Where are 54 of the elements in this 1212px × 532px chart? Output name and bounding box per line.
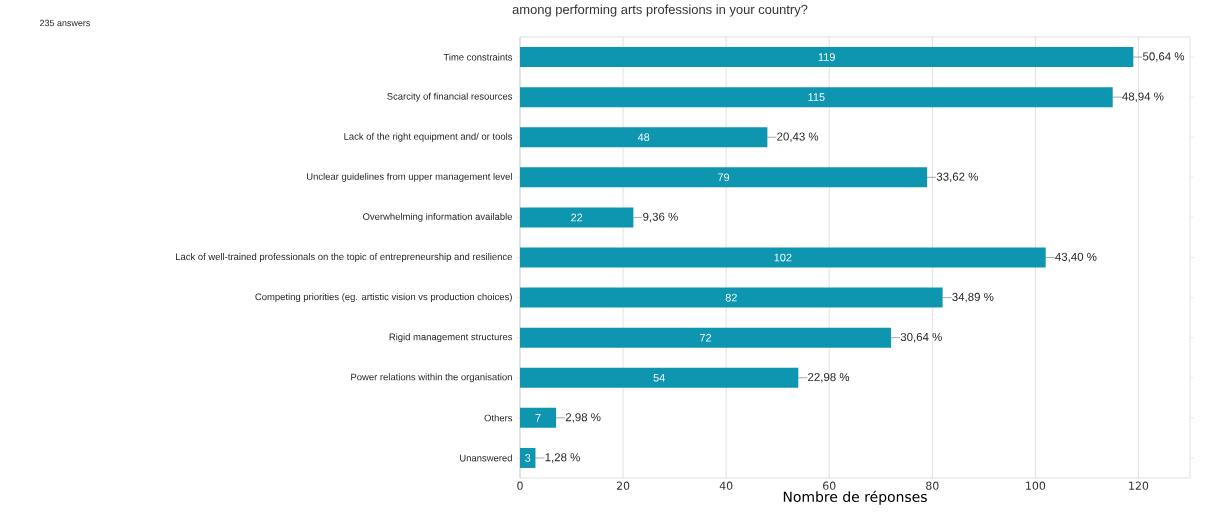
- data-label: 54: [653, 373, 665, 382]
- y-tick-label: Unclear guidelines from upper management level: [306, 172, 512, 182]
- x-tick-label: 80: [926, 481, 939, 490]
- y-tick-label: Overwhelming information available: [363, 213, 513, 222]
- data-label: 102: [774, 253, 792, 262]
- annotation: 22,98 %: [808, 373, 850, 383]
- y-tick-label: Others: [484, 414, 513, 422]
- data-label: 48: [637, 133, 650, 142]
- bar: [520, 247, 1046, 268]
- data-label: 79: [718, 173, 730, 182]
- annotation: 2,98 %: [565, 413, 601, 423]
- y-tick-label: Scarcity of financial resources: [387, 92, 513, 102]
- annotation: 9,36 %: [643, 212, 678, 223]
- y-tick-label: Rigid management structures: [389, 333, 513, 343]
- bar: [520, 87, 1113, 108]
- annotation: 50,64 %: [1142, 52, 1185, 62]
- data-label: 7: [535, 414, 541, 422]
- y-tick-label: Unanswered: [460, 454, 512, 462]
- data-label: 22: [571, 213, 583, 222]
- text: 235 answers: [39, 19, 91, 27]
- x-axis-title: Nombre de réponses: [783, 490, 927, 505]
- x-tick-label: 60: [823, 481, 836, 490]
- x-tick-label: 20: [616, 481, 630, 490]
- bar: [520, 447, 536, 468]
- annotation: 48,94 %: [1122, 92, 1164, 102]
- annotation: 30,64 %: [900, 332, 942, 343]
- data-label: 115: [808, 93, 825, 101]
- y-tick-label: Power relations within the organisation: [351, 373, 512, 383]
- annotation: 33,62 %: [936, 172, 978, 183]
- bar: [520, 287, 943, 308]
- x-tick-label: 40: [719, 481, 733, 490]
- y-tick-label: Time constraints: [443, 53, 513, 61]
- x-tick-label: 100: [1026, 481, 1046, 490]
- y-tick-label: Competing priorities (eg. artistic vision vs production choices): [255, 293, 512, 303]
- data-label: 3: [525, 454, 531, 462]
- bar: [520, 207, 634, 228]
- bar: [520, 127, 768, 148]
- data-label: 82: [725, 293, 737, 302]
- data-label: 72: [700, 333, 712, 342]
- annotation: 43,40 %: [1055, 252, 1097, 263]
- data-label: 119: [818, 53, 835, 61]
- bar: [520, 167, 928, 188]
- annotation: 1,28 %: [545, 453, 580, 463]
- bar: [520, 367, 799, 388]
- bar: [520, 327, 892, 348]
- x-tick-label: 120: [1129, 481, 1149, 490]
- annotation: 20,43 %: [777, 132, 819, 142]
- chart-title: among performing arts professions in your country?: [512, 4, 808, 17]
- bar: [520, 47, 1134, 68]
- annotation: 34,89 %: [952, 292, 994, 303]
- bar: [520, 407, 557, 428]
- y-tick-label: Lack of the right equipment and/ or tools: [344, 132, 513, 142]
- x-tick-label: 0: [517, 481, 523, 490]
- y-tick-label: Lack of well-trained professionals on the topic of entrepreneurship and resilience: [176, 253, 512, 262]
